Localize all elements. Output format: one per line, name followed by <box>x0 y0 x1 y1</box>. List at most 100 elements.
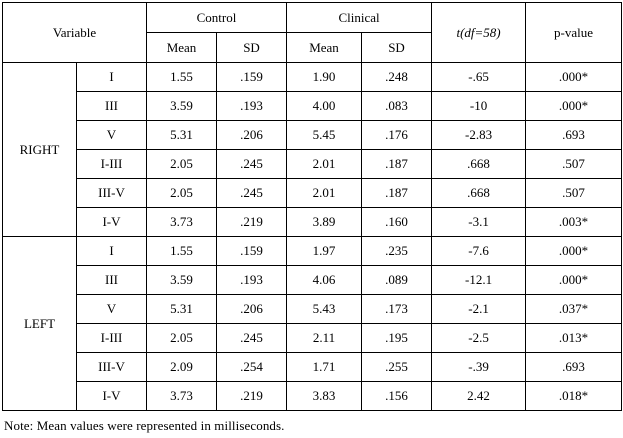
cell-clinical-mean: 1.71 <box>286 352 363 382</box>
cell-clinical-sd: .176 <box>361 120 433 150</box>
header-t-statistic: t(df=58) <box>431 2 527 63</box>
cell-t: -12.1 <box>431 265 527 295</box>
cell-clinical-sd: .187 <box>361 178 433 208</box>
cell-t: .668 <box>431 149 527 179</box>
cell-clinical-mean: 4.06 <box>286 265 363 295</box>
cell-p-value: .003* <box>525 207 623 237</box>
cell-control-mean: 3.59 <box>146 265 217 295</box>
cell-wave: I-III <box>76 149 147 179</box>
cell-t: -2.1 <box>431 294 527 324</box>
cell-control-mean: 1.55 <box>146 62 217 92</box>
cell-p-value: .507 <box>525 178 623 208</box>
cell-wave: I <box>76 236 147 266</box>
group-label-left: LEFT <box>2 236 77 411</box>
cell-p-value: .000* <box>525 265 623 295</box>
header-clinical-sd: SD <box>361 32 433 63</box>
cell-p-value: .000* <box>525 91 623 121</box>
cell-clinical-mean: 3.89 <box>286 207 363 237</box>
cell-control-sd: .206 <box>215 294 288 324</box>
cell-t: 2.42 <box>431 381 527 411</box>
cell-wave: I <box>76 62 147 92</box>
header-control-sd: SD <box>215 32 288 63</box>
cell-t: -3.1 <box>431 207 527 237</box>
cell-wave: III <box>76 265 147 295</box>
cell-clinical-sd: .255 <box>361 352 433 382</box>
cell-p-value: .507 <box>525 149 623 179</box>
header-clinical-mean: Mean <box>286 32 363 63</box>
cell-control-mean: 3.73 <box>146 207 217 237</box>
header-clinical-group: Clinical <box>286 2 433 33</box>
cell-control-mean: 5.31 <box>146 120 217 150</box>
cell-control-mean: 1.55 <box>146 236 217 266</box>
cell-control-mean: 5.31 <box>146 294 217 324</box>
cell-wave: III-V <box>76 178 147 208</box>
table-row: V 5.31 .206 5.43 .173 -2.1 .037* <box>3 294 623 324</box>
cell-p-value: .013* <box>525 323 623 353</box>
cell-t: -.65 <box>431 62 527 92</box>
header-variable: Variable <box>2 2 147 63</box>
header-row-1: Variable Control Clinical t(df=58) p-val… <box>2 2 623 63</box>
cell-clinical-sd: .089 <box>361 265 433 295</box>
table-note: Note: Mean values were represented in mi… <box>4 418 285 433</box>
header-control-mean: Mean <box>146 32 217 63</box>
cell-clinical-mean: 5.43 <box>286 294 363 324</box>
table-row: LEFT I 1.55 .159 1.97 .235 -7.6 .000* <box>2 236 623 411</box>
cell-control-sd: .245 <box>215 323 288 353</box>
cell-clinical-mean: 4.00 <box>286 91 363 121</box>
cell-clinical-sd: .156 <box>361 381 433 411</box>
cell-wave: V <box>76 294 147 324</box>
cell-clinical-mean: 2.11 <box>286 323 363 353</box>
cell-t: .668 <box>431 178 527 208</box>
table-row: I-V 3.73 .219 3.83 .156 2.42 .018* <box>3 381 623 411</box>
cell-t: -2.5 <box>431 323 527 353</box>
header-row-2: Mean SD Mean SD <box>3 32 622 63</box>
cell-clinical-mean: 2.01 <box>286 178 363 208</box>
statistics-table: Variable Control Clinical t(df=58) p-val… <box>2 2 623 411</box>
cell-control-sd: .159 <box>215 236 288 266</box>
cell-wave: I-III <box>76 323 147 353</box>
cell-control-sd: .219 <box>215 207 288 237</box>
cell-control-sd: .193 <box>215 91 288 121</box>
cell-wave: III <box>76 91 147 121</box>
cell-control-sd: .206 <box>215 120 288 150</box>
cell-control-mean: 3.59 <box>146 91 217 121</box>
cell-clinical-sd: .173 <box>361 294 433 324</box>
cell-p-value: .693 <box>525 352 623 382</box>
cell-control-sd: .193 <box>215 265 288 295</box>
cell-clinical-sd: .235 <box>361 236 433 266</box>
cell-wave: V <box>76 120 147 150</box>
cell-control-mean: 2.05 <box>146 149 217 179</box>
header-control-group: Control <box>145 2 288 33</box>
table-row: V 5.31 .206 5.45 .176 -2.83 .693 <box>3 120 623 150</box>
cell-wave: I-V <box>76 381 147 411</box>
cell-clinical-sd: .248 <box>361 62 433 92</box>
cell-t: -2.83 <box>431 120 527 150</box>
cell-p-value: .693 <box>525 120 623 150</box>
cell-control-sd: .159 <box>215 62 288 92</box>
cell-control-sd: .254 <box>215 352 288 382</box>
cell-clinical-mean: 3.83 <box>286 381 363 411</box>
cell-p-value: .037* <box>525 294 623 324</box>
table-row: III 3.59 .193 4.06 .089 -12.1 .000* <box>3 265 623 295</box>
cell-control-sd: .219 <box>215 381 288 411</box>
cell-clinical-sd: .195 <box>361 323 433 353</box>
cell-p-value: .000* <box>525 236 623 266</box>
cell-wave: I-V <box>76 207 147 237</box>
cell-t: -10 <box>431 91 527 121</box>
cell-control-sd: .245 <box>215 178 288 208</box>
cell-clinical-sd: .187 <box>361 149 433 179</box>
cell-control-mean: 2.05 <box>146 323 217 353</box>
cell-t: -.39 <box>431 352 527 382</box>
cell-control-mean: 2.09 <box>146 352 217 382</box>
cell-clinical-mean: 1.90 <box>286 62 363 92</box>
table-row: III-V 2.05 .245 2.01 .187 .668 .507 <box>3 178 623 208</box>
cell-clinical-sd: .083 <box>361 91 433 121</box>
group-label-right: RIGHT <box>2 62 77 237</box>
cell-control-sd: .245 <box>215 149 288 179</box>
cell-clinical-mean: 2.01 <box>286 149 363 179</box>
cell-control-mean: 2.05 <box>146 178 217 208</box>
table-row: I-III 2.05 .245 2.11 .195 -2.5 .013* <box>3 323 623 353</box>
table-row: III 3.59 .193 4.00 .083 -10 .000* <box>3 91 623 121</box>
cell-clinical-mean: 5.45 <box>286 120 363 150</box>
